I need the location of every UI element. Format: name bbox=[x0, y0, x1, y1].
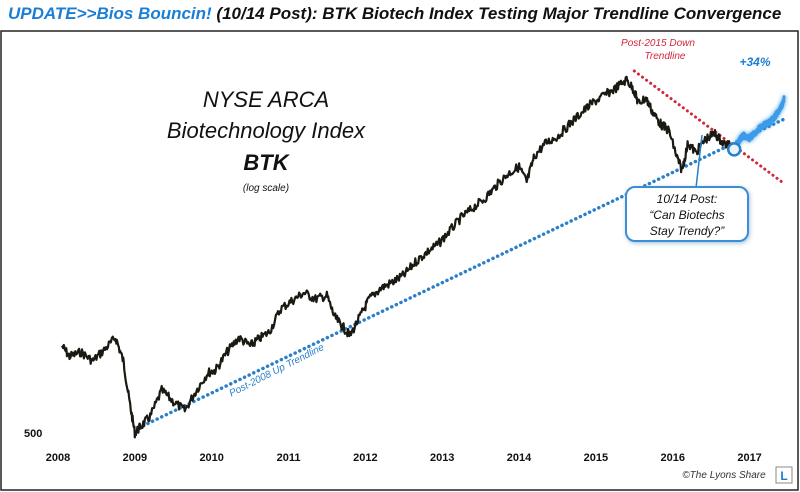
title-main: (10/14 Post): BTK Biotech Index Testing … bbox=[211, 4, 782, 23]
test-point-marker bbox=[726, 142, 742, 157]
x-axis: 2008 2009 2010 2011 2012 2013 2014 2015 2016 2017 bbox=[46, 452, 762, 464]
x-tick-label: 2010 bbox=[199, 452, 223, 464]
up-trendline bbox=[136, 117, 786, 430]
down-trend-label-2: Trendline bbox=[645, 51, 686, 62]
y-axis: 500 bbox=[24, 428, 42, 440]
x-tick-label: 2017 bbox=[737, 452, 761, 464]
brand-logo-letter: L bbox=[780, 469, 787, 483]
index-label-line1: NYSE ARCA bbox=[203, 87, 329, 112]
index-label-line3: BTK bbox=[243, 150, 290, 175]
x-tick-label: 2009 bbox=[123, 452, 147, 464]
chart-title: UPDATE>>Bios Bouncin! (10/14 Post): BTK … bbox=[8, 4, 781, 24]
copyright: ©The Lyons Share bbox=[682, 470, 766, 481]
x-tick-label: 2011 bbox=[277, 452, 301, 464]
x-tick-label: 2012 bbox=[353, 452, 377, 464]
down-trendline bbox=[632, 69, 786, 186]
brand-logo-box bbox=[775, 466, 793, 484]
x-tick-label: 2013 bbox=[430, 452, 454, 464]
down-trend-label-1: Post-2015 Down bbox=[621, 38, 695, 49]
price-line bbox=[60, 75, 736, 439]
x-tick-label: 2008 bbox=[46, 452, 70, 464]
x-tick-label: 2016 bbox=[660, 452, 684, 464]
price-line-recent bbox=[732, 95, 786, 151]
callout-box bbox=[625, 186, 749, 242]
title-highlight: UPDATE>>Bios Bouncin! bbox=[8, 4, 212, 23]
plot-frame bbox=[0, 30, 799, 491]
y-tick-label: 500 bbox=[24, 428, 42, 440]
index-label-line2: Biotechnology Index bbox=[167, 118, 366, 143]
x-tick-label: 2015 bbox=[584, 452, 608, 464]
gain-label: +34% bbox=[739, 55, 770, 69]
callout-line1: 10/14 Post: bbox=[657, 192, 718, 206]
x-tick-label: 2014 bbox=[507, 452, 532, 464]
callout-connector bbox=[695, 134, 703, 189]
index-label-scale: (log scale) bbox=[243, 183, 289, 194]
callout-line3: Stay Trendy?” bbox=[650, 224, 725, 238]
up-trend-label: Post-2008 Up Trendline bbox=[228, 342, 327, 400]
callout-line2: “Can Biotechs bbox=[649, 208, 724, 222]
